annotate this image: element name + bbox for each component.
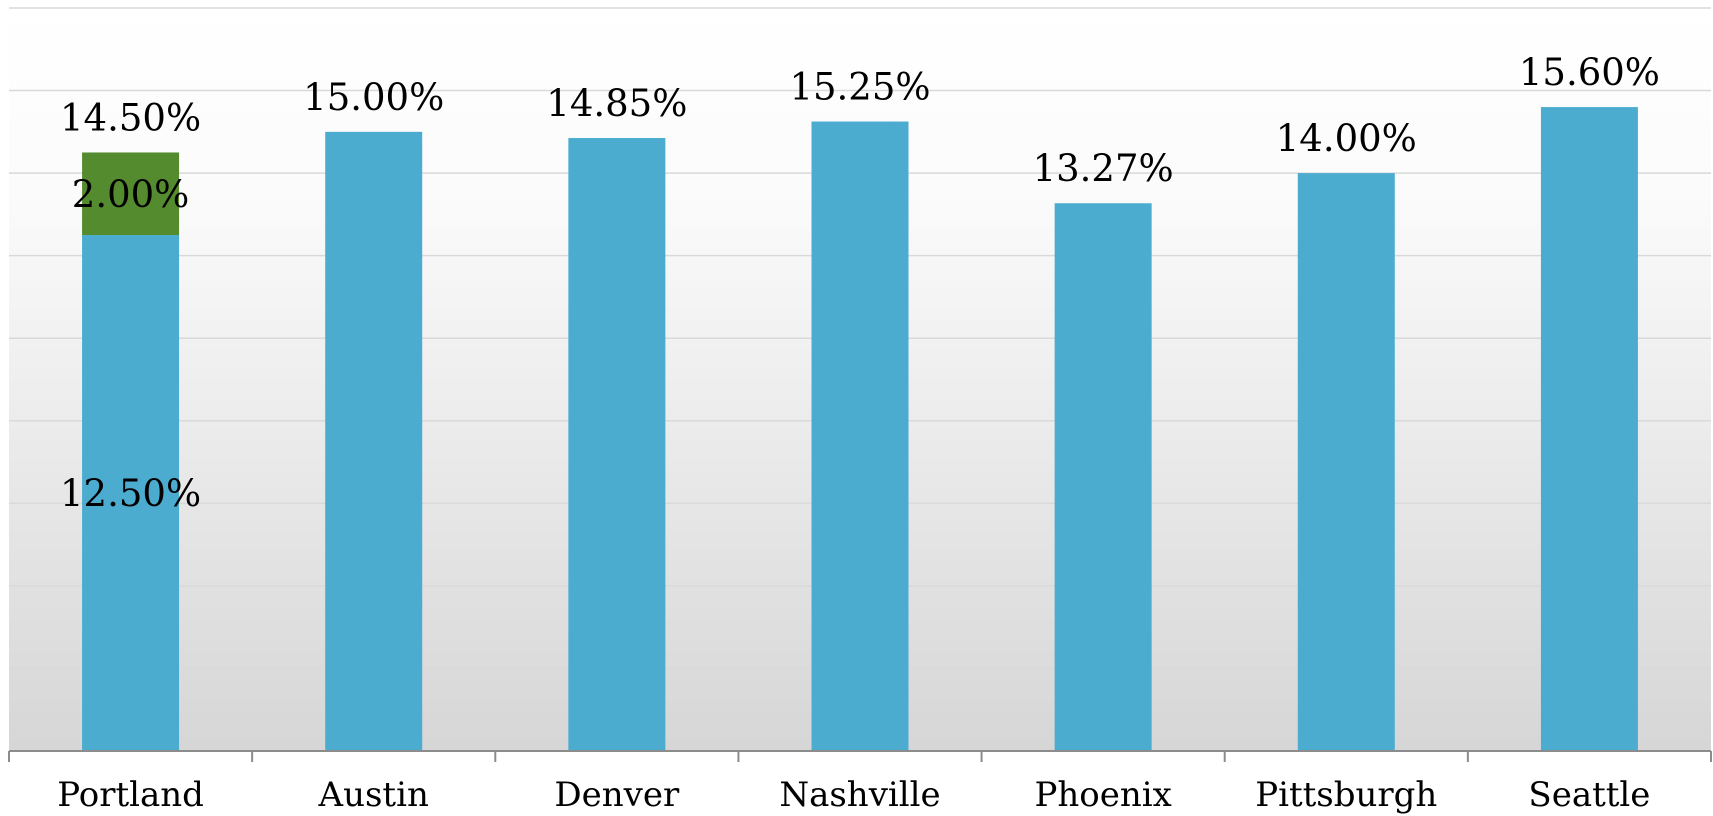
data-label-total: 14.85% bbox=[546, 82, 687, 125]
data-label-total: 15.00% bbox=[303, 76, 444, 119]
data-labels: 14.50% 15.00% 14.85% 15.25% 13.27% 14.00% 15.6… bbox=[60, 51, 1660, 515]
x-tick-label: Denver bbox=[554, 775, 680, 815]
data-label-total: 14.50% bbox=[60, 96, 201, 139]
data-label-total: 13.27% bbox=[1033, 147, 1174, 190]
data-label-total: 14.00% bbox=[1276, 117, 1417, 160]
bar-phoenix-s0 bbox=[1054, 203, 1152, 751]
data-label-total: 15.25% bbox=[789, 66, 930, 109]
x-tick-label: Pittsburgh bbox=[1255, 775, 1437, 815]
data-label-total: 15.60% bbox=[1519, 51, 1660, 94]
data-label-segment: 12.50% bbox=[60, 472, 201, 515]
bar-austin-s0 bbox=[325, 131, 423, 752]
bar-portland-s0 bbox=[82, 235, 180, 751]
bar-seattle-s0 bbox=[1540, 107, 1638, 752]
x-tick-label: Portland bbox=[57, 775, 204, 815]
bar-denver-s0 bbox=[568, 138, 666, 751]
bar-nashville-s0 bbox=[811, 121, 909, 751]
bar-portland-s1 bbox=[82, 152, 180, 236]
data-label-segment: 2.00% bbox=[72, 173, 190, 216]
x-tick-label: Phoenix bbox=[1034, 775, 1171, 815]
bars bbox=[82, 107, 1638, 752]
x-tick-label: Seattle bbox=[1528, 775, 1650, 815]
x-axis: Portland Austin Denver Nashville Phoenix Pitt… bbox=[8, 750, 1712, 815]
bar-pittsburgh-s0 bbox=[1297, 173, 1395, 752]
x-tick-label: Nashville bbox=[779, 775, 940, 815]
x-tick-label: Austin bbox=[318, 775, 429, 815]
